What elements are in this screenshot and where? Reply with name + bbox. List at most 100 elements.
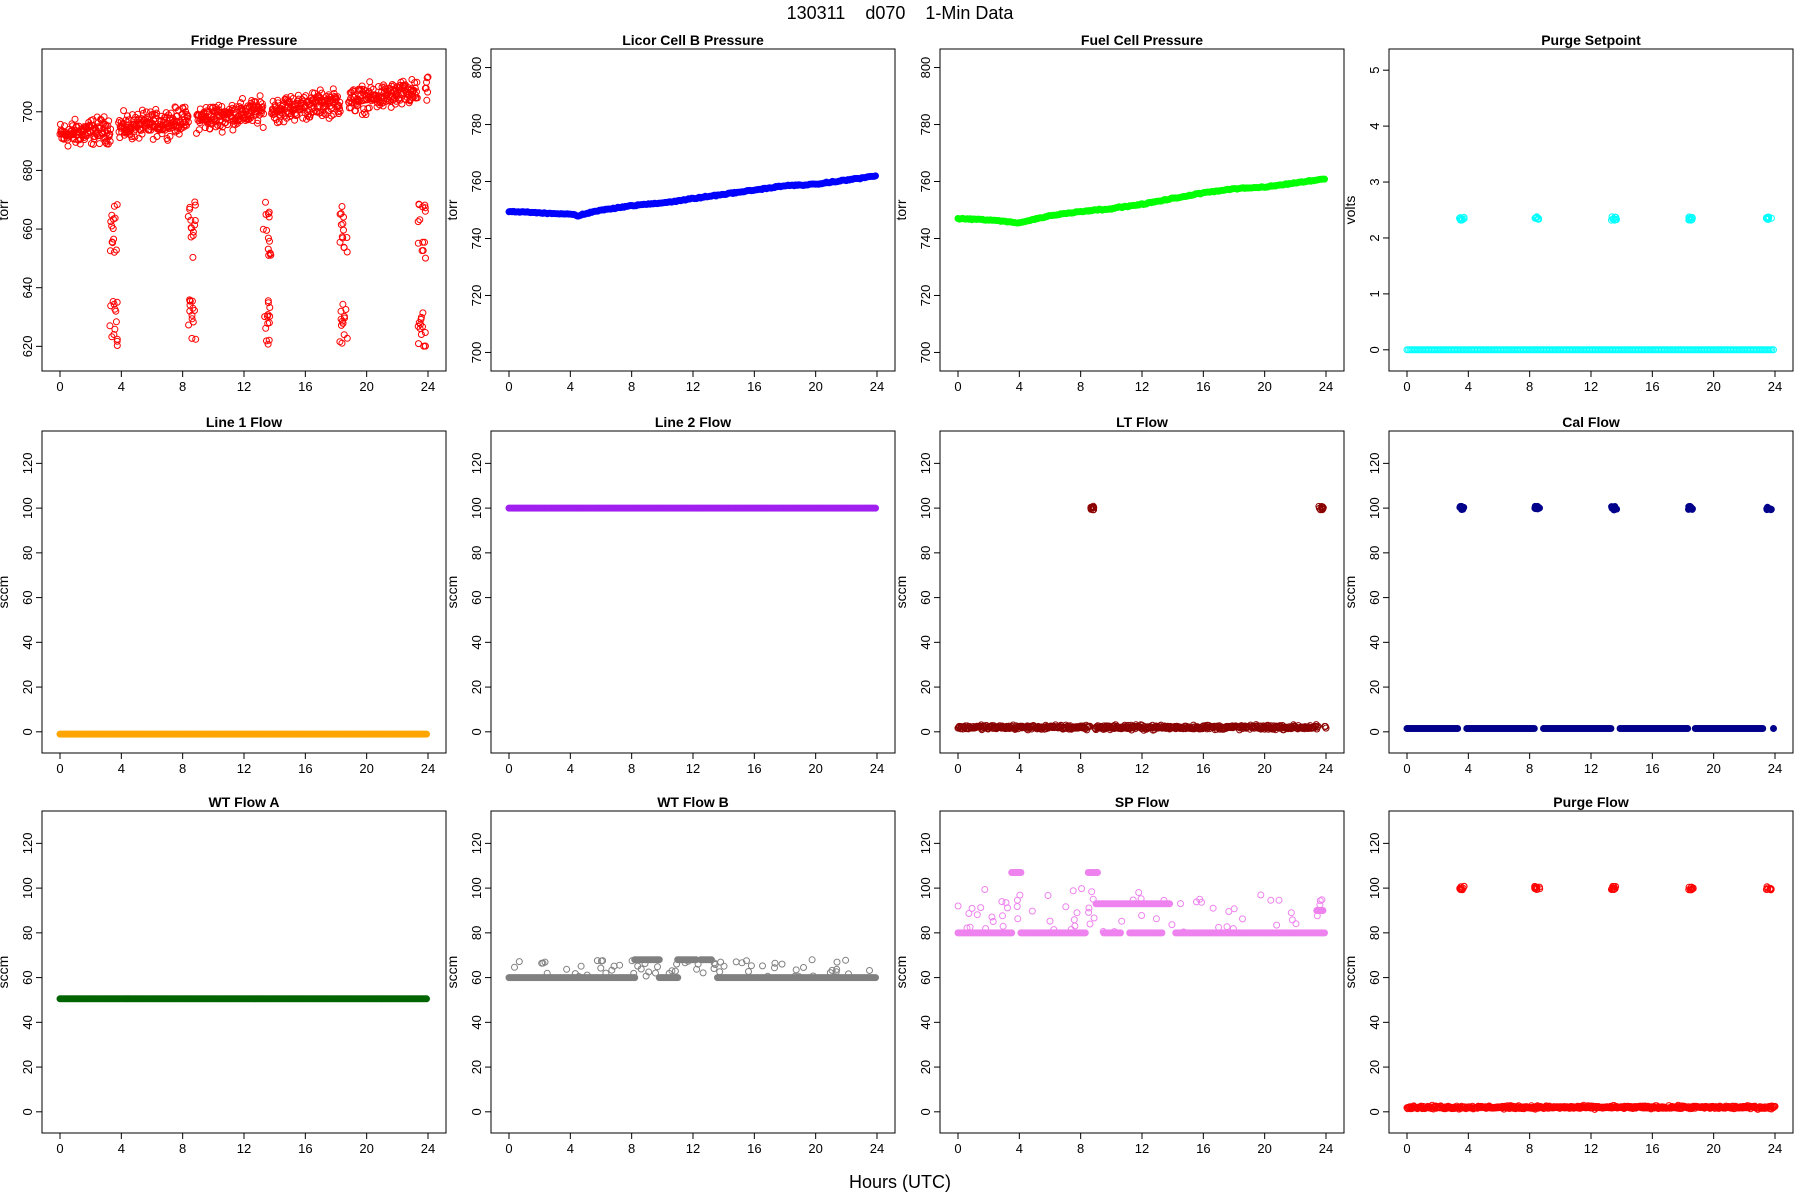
y-tick-label: 700 — [918, 342, 933, 364]
data-point — [968, 904, 976, 912]
data-point — [1078, 885, 1086, 893]
y-tick-label: 720 — [469, 285, 484, 307]
data-point — [981, 886, 989, 893]
data-point — [421, 207, 429, 215]
data-point — [977, 904, 985, 912]
x-tick-label: 12 — [237, 379, 251, 394]
x-tick-label: 0 — [56, 761, 63, 776]
data-point — [229, 104, 236, 112]
data-points — [1403, 213, 1777, 354]
y-tick-label: 0 — [469, 728, 484, 735]
plot-frame — [939, 430, 1345, 754]
data-point — [792, 966, 800, 974]
y-tick-label: 80 — [918, 546, 933, 560]
x-tick-label: 16 — [298, 379, 312, 394]
y-tick-label: 4 — [1367, 122, 1382, 129]
data-point — [1069, 887, 1077, 895]
data-point — [188, 315, 196, 323]
data-point — [414, 322, 422, 330]
data-point — [1158, 929, 1166, 937]
data-point — [64, 142, 72, 150]
x-tick-label: 12 — [1135, 1141, 1149, 1156]
data-point — [415, 319, 423, 327]
x-tick-label: 24 — [1319, 761, 1333, 776]
data-point — [1267, 896, 1275, 904]
x-tick-label: 4 — [118, 761, 125, 776]
panel-title: Purge Setpoint — [1541, 32, 1641, 48]
y-tick-label: 800 — [469, 57, 484, 79]
data-point — [1166, 900, 1174, 908]
data-point — [800, 964, 807, 971]
y-tick-label: 60 — [469, 590, 484, 604]
y-tick-label: 120 — [1367, 833, 1382, 855]
data-point — [387, 103, 395, 111]
data-point — [1028, 907, 1036, 915]
x-tick-label: 0 — [505, 379, 512, 394]
data-point — [100, 113, 108, 121]
panel-title: WT Flow A — [208, 794, 279, 810]
data-point — [1316, 901, 1324, 909]
x-tick-label: 12 — [1584, 761, 1598, 776]
data-point — [259, 225, 267, 233]
data-point — [264, 340, 272, 348]
data-point — [423, 74, 431, 82]
x-tick-label: 12 — [1584, 379, 1598, 394]
data-point — [699, 969, 707, 977]
x-tick-label: 20 — [808, 1141, 822, 1156]
y-tick-label: 640 — [20, 277, 35, 299]
data-point — [1090, 914, 1098, 922]
data-point — [264, 319, 272, 327]
y-tick-label: 20 — [20, 1060, 35, 1074]
data-point — [188, 311, 196, 319]
y-tick-label: 80 — [918, 926, 933, 940]
data-point — [195, 126, 203, 134]
y-tick-label: 40 — [469, 635, 484, 649]
data-points — [1403, 502, 1777, 732]
data-point — [1530, 725, 1538, 732]
y-tick-label: 660 — [20, 218, 35, 240]
data-point — [1319, 907, 1327, 914]
data-point — [112, 318, 120, 326]
data-point — [306, 113, 314, 121]
x-tick-label: 24 — [1768, 761, 1782, 776]
x-tick-label: 24 — [870, 379, 884, 394]
data-point — [423, 995, 430, 1003]
x-tick-label: 24 — [421, 761, 435, 776]
data-points — [505, 956, 879, 982]
x-tick-label: 8 — [179, 1141, 186, 1156]
data-point — [413, 78, 421, 86]
x-tick-label: 0 — [1403, 379, 1410, 394]
data-point — [339, 300, 347, 308]
data-point — [1071, 922, 1079, 930]
data-point — [107, 302, 115, 310]
plot-frame — [1388, 430, 1794, 754]
data-point — [270, 114, 278, 122]
data-point — [94, 123, 102, 131]
y-tick-label: 20 — [918, 680, 933, 694]
data-points — [56, 730, 430, 738]
x-tick-label: 16 — [747, 379, 761, 394]
data-points — [505, 504, 879, 512]
data-point — [108, 333, 116, 341]
x-tick-label: 20 — [1706, 761, 1720, 776]
data-point — [778, 960, 786, 968]
data-point — [414, 239, 422, 247]
y-tick-label: 3 — [1367, 178, 1382, 185]
data-point — [264, 245, 272, 253]
y-tick-label: 620 — [20, 335, 35, 357]
data-point — [1073, 909, 1081, 917]
x-tick-label: 4 — [1465, 761, 1472, 776]
x-tick-label: 24 — [1319, 379, 1333, 394]
data-point — [262, 211, 270, 218]
y-tick-label: 40 — [469, 1015, 484, 1029]
data-point — [337, 307, 345, 315]
panel-title: SP Flow — [1115, 794, 1169, 810]
data-point — [279, 110, 287, 118]
x-tick-label: 16 — [1645, 761, 1659, 776]
x-tick-label: 16 — [1645, 1141, 1659, 1156]
data-point — [716, 968, 724, 976]
data-point — [107, 125, 115, 133]
data-point — [131, 133, 139, 141]
x-tick-label: 12 — [686, 379, 700, 394]
